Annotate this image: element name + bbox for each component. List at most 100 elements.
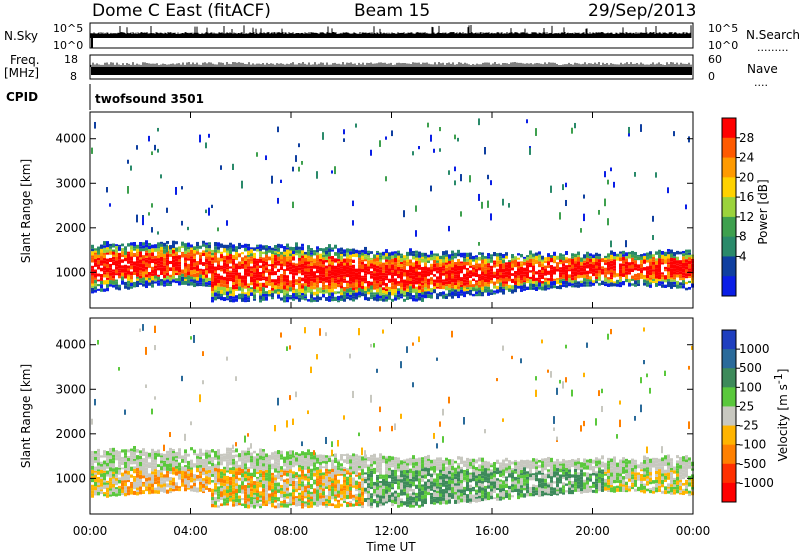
heatmap-cell xyxy=(490,271,493,275)
heatmap-cell xyxy=(547,284,550,288)
heatmap-cell xyxy=(208,457,211,462)
heatmap-cell xyxy=(301,465,304,470)
heatmap-cell xyxy=(316,299,319,302)
heatmap-cell xyxy=(325,476,328,481)
heatmap-cell xyxy=(91,462,94,466)
station-title: Dome C East (fitACF) xyxy=(92,1,271,21)
heatmap-cell xyxy=(535,286,538,292)
heatmap-cell xyxy=(409,265,412,269)
heatmap-cell xyxy=(418,296,421,301)
heatmap-cell xyxy=(274,499,277,503)
heatmap-cell xyxy=(418,292,421,297)
heatmap-cell xyxy=(268,275,271,280)
heatmap-cell xyxy=(361,249,364,253)
heatmap-cell xyxy=(328,283,331,286)
heatmap-cell xyxy=(226,277,229,282)
heatmap-cell xyxy=(169,452,172,457)
heatmap-cell xyxy=(328,488,331,491)
heatmap-speckle xyxy=(685,204,687,210)
heatmap-cell xyxy=(172,460,175,464)
heatmap-cell xyxy=(223,276,226,281)
heatmap-cell xyxy=(106,487,109,490)
heatmap-cell xyxy=(253,462,256,465)
heatmap-cell xyxy=(148,483,151,487)
heatmap-cell xyxy=(112,473,115,477)
heatmap-cell xyxy=(229,488,232,493)
heatmap-cell xyxy=(643,282,646,286)
heatmap-cell xyxy=(226,470,229,473)
heatmap-cell xyxy=(676,250,679,255)
heatmap-cell xyxy=(307,245,310,250)
heatmap-cell xyxy=(112,454,115,458)
heatmap-cell xyxy=(316,489,319,494)
heatmap-cell xyxy=(565,251,568,255)
heatmap-speckle xyxy=(265,155,267,161)
heatmap-cell xyxy=(496,270,499,273)
heatmap-cell xyxy=(322,454,325,460)
heatmap-cell xyxy=(433,286,436,290)
heatmap-cell xyxy=(223,459,226,462)
heatmap-cell xyxy=(280,474,283,478)
heatmap-cell xyxy=(340,251,343,254)
heatmap-cell xyxy=(421,297,424,302)
heatmap-cell xyxy=(364,270,367,274)
heatmap-cell xyxy=(280,493,283,498)
heatmap-cell xyxy=(214,277,217,282)
heatmap-cell xyxy=(190,477,193,480)
heatmap-cell xyxy=(649,277,652,280)
heatmap-cell xyxy=(178,467,181,471)
heatmap-cell xyxy=(139,257,142,260)
heatmap-cell xyxy=(667,267,670,272)
heatmap-cell xyxy=(586,254,589,258)
heatmap-cell xyxy=(187,279,190,284)
heatmap-cell xyxy=(130,490,133,495)
heatmap-cell xyxy=(220,265,223,268)
heatmap-cell xyxy=(103,270,106,273)
heatmap-cell xyxy=(460,284,463,288)
heatmap-cell xyxy=(352,251,355,254)
heatmap-cell xyxy=(295,482,298,487)
heatmap-cell xyxy=(334,457,337,460)
heatmap-cell xyxy=(271,452,274,456)
heatmap-cell xyxy=(322,284,325,288)
heatmap-cell xyxy=(505,252,508,256)
heatmap-cell xyxy=(244,494,247,499)
heatmap-cell xyxy=(571,256,574,259)
heatmap-cell xyxy=(577,269,580,273)
heatmap-cell xyxy=(445,259,448,263)
heatmap-cell xyxy=(184,279,187,281)
heatmap-cell xyxy=(433,255,436,260)
heatmap-cell xyxy=(343,249,346,254)
heatmap-cell xyxy=(589,258,592,262)
heatmap-cell xyxy=(448,260,451,264)
heatmap-cell xyxy=(541,266,544,271)
heatmap-cell xyxy=(298,485,301,489)
heatmap-cell xyxy=(301,488,304,491)
heatmap-cell xyxy=(505,274,508,278)
heatmap-cell xyxy=(271,503,274,508)
heatmap-cell xyxy=(304,473,307,477)
heatmap-cell xyxy=(181,482,184,487)
heatmap-cell xyxy=(370,285,373,290)
heatmap-cell xyxy=(334,474,337,478)
heatmap-cell xyxy=(196,265,199,269)
heatmap-cell xyxy=(214,292,217,297)
heatmap-cell xyxy=(520,261,523,264)
heatmap-cell xyxy=(421,280,424,283)
heatmap-cell xyxy=(673,252,676,257)
heatmap-cell xyxy=(298,291,301,295)
heatmap-cell xyxy=(232,470,235,475)
heatmap-cell xyxy=(655,271,658,276)
heatmap-cell xyxy=(484,267,487,270)
heatmap-cell xyxy=(157,449,160,454)
heatmap-cell xyxy=(259,265,262,269)
heatmap-cell xyxy=(166,259,169,264)
heatmap-cell xyxy=(340,463,343,467)
heatmap-cell xyxy=(289,483,292,487)
heatmap-cell xyxy=(604,263,607,265)
heatmap-cell xyxy=(562,278,565,281)
heatmap-cell xyxy=(202,240,205,244)
heatmap-cell xyxy=(274,505,277,509)
heatmap-cell xyxy=(664,266,667,270)
heatmap-cell xyxy=(136,489,139,492)
